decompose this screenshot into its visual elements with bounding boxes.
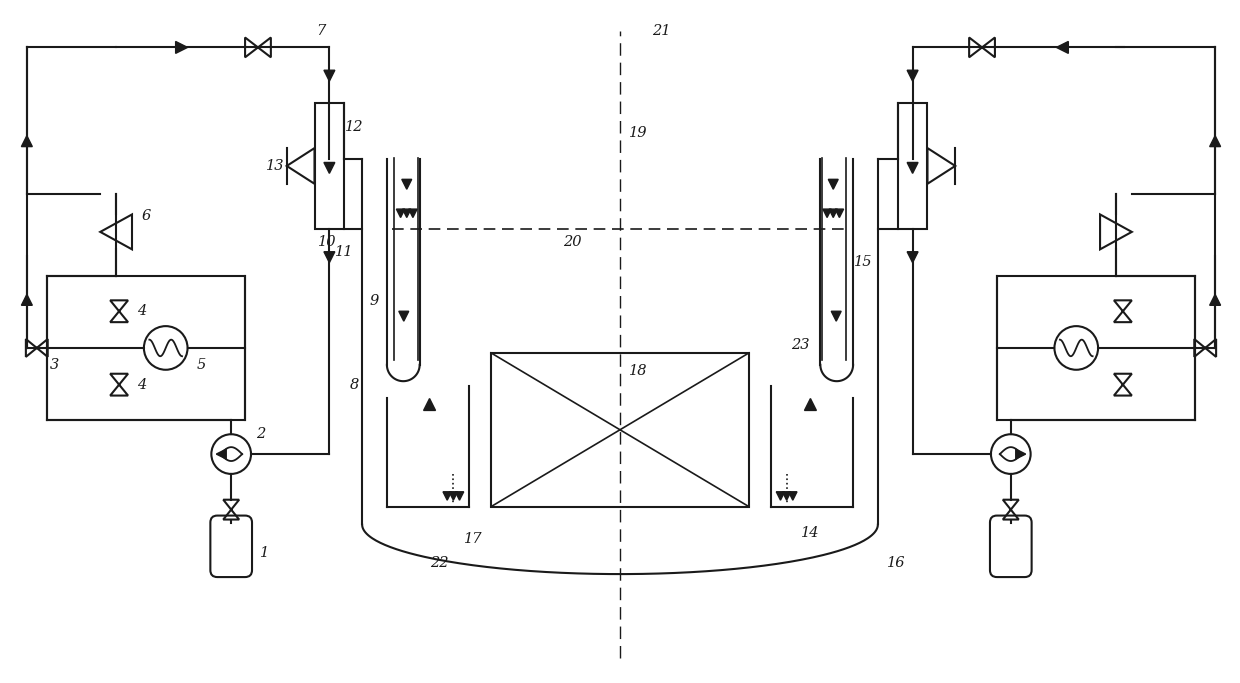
Polygon shape <box>805 399 816 410</box>
Text: 6: 6 <box>141 209 150 223</box>
Polygon shape <box>324 70 335 81</box>
Polygon shape <box>324 163 335 173</box>
Text: 13: 13 <box>265 159 284 173</box>
Bar <box>491 353 749 507</box>
Polygon shape <box>403 209 410 217</box>
Polygon shape <box>402 180 412 189</box>
Polygon shape <box>399 311 409 321</box>
Polygon shape <box>828 180 838 189</box>
Polygon shape <box>176 42 187 53</box>
Text: 23: 23 <box>791 338 810 352</box>
Polygon shape <box>324 252 335 263</box>
Text: 4: 4 <box>138 304 146 318</box>
Polygon shape <box>449 492 458 500</box>
Polygon shape <box>1210 136 1220 147</box>
Text: 11: 11 <box>335 245 353 259</box>
Text: 14: 14 <box>801 527 820 540</box>
Polygon shape <box>21 294 32 305</box>
Text: 17: 17 <box>464 532 482 546</box>
Bar <box>997 275 1195 420</box>
Text: 9: 9 <box>370 294 378 308</box>
Text: 10: 10 <box>319 235 336 249</box>
Polygon shape <box>443 492 451 500</box>
Text: 3: 3 <box>50 358 60 372</box>
Polygon shape <box>1056 42 1069 53</box>
Text: 4: 4 <box>138 378 146 391</box>
Polygon shape <box>782 492 791 500</box>
Polygon shape <box>776 492 785 500</box>
Text: 8: 8 <box>350 378 358 391</box>
Polygon shape <box>831 311 841 321</box>
Bar <box>898 103 928 229</box>
Text: 18: 18 <box>629 364 647 378</box>
Text: 5: 5 <box>197 358 206 372</box>
Text: 7: 7 <box>316 23 325 38</box>
Bar <box>47 275 246 420</box>
Polygon shape <box>908 252 918 263</box>
Text: 22: 22 <box>430 556 449 570</box>
Text: 1: 1 <box>260 546 269 560</box>
Polygon shape <box>21 136 32 147</box>
Bar <box>315 103 345 229</box>
Polygon shape <box>830 209 837 217</box>
Polygon shape <box>397 209 404 217</box>
Text: 19: 19 <box>629 126 647 140</box>
Polygon shape <box>789 492 797 500</box>
Polygon shape <box>823 209 831 217</box>
Polygon shape <box>836 209 843 217</box>
Polygon shape <box>455 492 464 500</box>
Polygon shape <box>409 209 417 217</box>
Text: 20: 20 <box>563 235 582 249</box>
Text: 21: 21 <box>652 23 671 38</box>
Polygon shape <box>216 449 226 459</box>
Text: 2: 2 <box>257 428 265 441</box>
Polygon shape <box>424 399 435 410</box>
Text: 16: 16 <box>887 556 905 570</box>
Polygon shape <box>1210 294 1220 305</box>
Polygon shape <box>908 70 918 81</box>
Text: 12: 12 <box>345 120 363 134</box>
Text: 15: 15 <box>854 255 872 268</box>
Polygon shape <box>1016 449 1025 459</box>
Polygon shape <box>908 163 918 173</box>
